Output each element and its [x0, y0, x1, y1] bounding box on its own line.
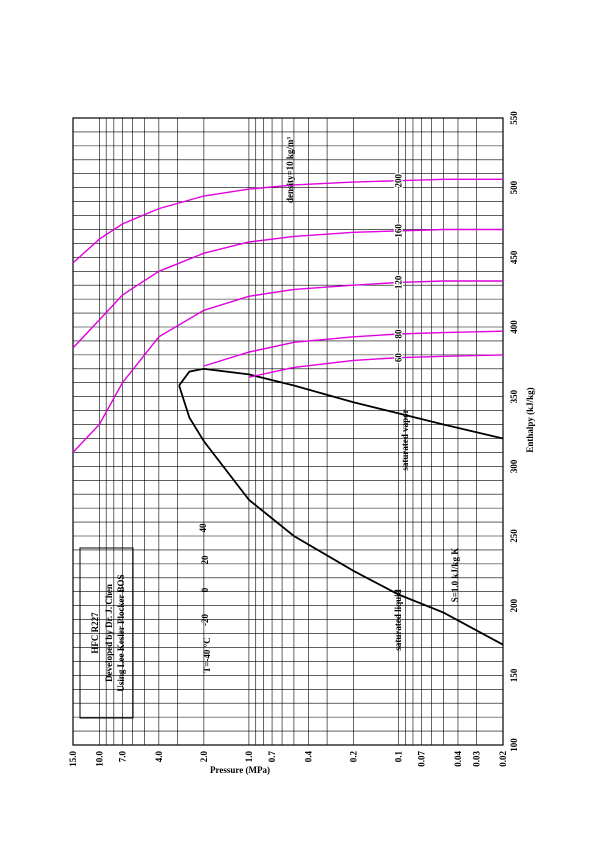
- y-tick-label: 0.2: [348, 751, 358, 763]
- series-line: [178, 385, 504, 646]
- annotation: 0: [200, 587, 210, 592]
- y-tick-label: 4.0: [154, 751, 164, 763]
- x-tick-label: 350: [509, 389, 519, 403]
- plot-frame: [72, 117, 504, 746]
- series-line: [178, 367, 504, 440]
- y-tick-label: 0.07: [417, 751, 427, 767]
- chart-title: HFC R227: [90, 612, 100, 654]
- y-tick-label: 10.0: [94, 751, 104, 767]
- axis-title-y: Pressure (MPa): [210, 765, 270, 775]
- annotation: density=10 kg/m³: [285, 137, 295, 203]
- x-tick-label: 500: [509, 180, 519, 194]
- y-tick-label: 15.0: [68, 751, 78, 767]
- series-line: [248, 354, 504, 378]
- y-tick-label: 2.0: [199, 751, 209, 763]
- x-tick-label: 200: [509, 598, 519, 612]
- annotation: 20: [200, 555, 210, 565]
- y-tick-label: 0.7: [267, 751, 277, 763]
- y-tick-label: 0.1: [393, 751, 403, 763]
- isotherm-label: 60: [393, 353, 403, 363]
- y-tick-label: 0.04: [453, 751, 463, 767]
- series-line: [72, 280, 503, 453]
- x-tick-label: 100: [509, 738, 519, 752]
- annotation: saturated vapor: [400, 409, 410, 470]
- isotherm-label: 80: [393, 329, 403, 339]
- annotation: Developed by Dr. J. Chen: [104, 584, 114, 682]
- annotation: 40: [198, 523, 208, 533]
- y-tick-label: 1.0: [244, 751, 254, 763]
- axis-title-x: Enthalpy (kJ/kg): [525, 387, 535, 452]
- annotation: saturated liquid: [393, 589, 403, 650]
- y-tick-label: 0.4: [303, 751, 313, 763]
- x-tick-label: 400: [509, 320, 519, 334]
- y-tick-label: 0.03: [472, 751, 482, 767]
- series-line: [72, 178, 503, 264]
- x-tick-label: 250: [509, 529, 519, 543]
- isotherm-label: 160: [393, 224, 403, 238]
- y-tick-label: 7.0: [118, 751, 128, 763]
- isotherm-label: 200: [393, 173, 403, 187]
- annotation: T=-40 °C: [202, 637, 212, 672]
- series-line: [72, 228, 503, 349]
- series-line: [203, 330, 504, 367]
- x-tick-label: 450: [509, 250, 519, 264]
- x-tick-label: 550: [509, 111, 519, 125]
- y-tick-label: 0.02: [498, 751, 508, 767]
- annotation: -20: [200, 614, 210, 626]
- annotation: S=1.0 kJ/kg K: [450, 548, 460, 602]
- annotation: Using Lee Kesler Plocker BOS: [116, 574, 126, 691]
- x-tick-label: 150: [509, 668, 519, 682]
- isotherm-label: 120: [393, 275, 403, 289]
- x-tick-label: 300: [509, 459, 519, 473]
